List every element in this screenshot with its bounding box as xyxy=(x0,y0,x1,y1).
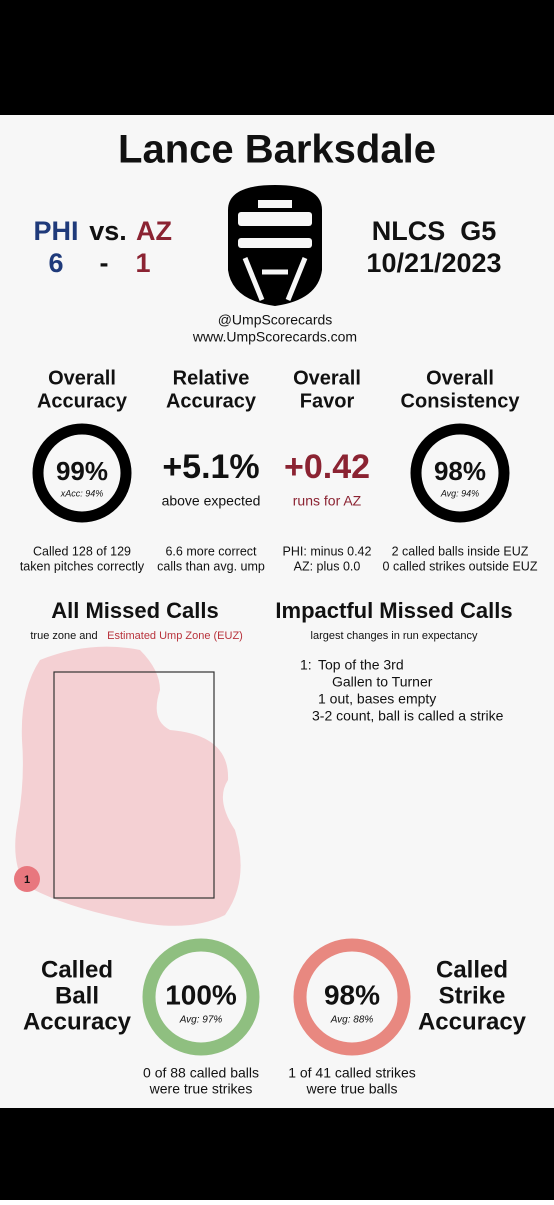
metric-note: Called 128 of 129 xyxy=(33,544,131,558)
metric-sub: xAcc: 94% xyxy=(60,488,104,498)
section-sub: true zone and xyxy=(30,630,97,642)
section-title: Impactful Missed Calls xyxy=(275,598,512,623)
metric-title: Overall xyxy=(293,367,361,389)
metric-title: Accuracy xyxy=(37,390,128,412)
home-team: AZ xyxy=(136,216,172,246)
metric-note: 2 called balls inside EUZ xyxy=(392,544,529,558)
metric-title: Consistency xyxy=(401,390,521,412)
metric-sub: Avg: 94% xyxy=(440,488,479,498)
metric-note: PHI: minus 0.42 xyxy=(283,544,372,558)
gauge-ring xyxy=(293,938,411,1056)
item-line: Gallen to Turner xyxy=(332,674,433,690)
accuracy-title: Strike xyxy=(439,982,506,1009)
away-score: 6 xyxy=(48,248,63,278)
metric-sub: above expected xyxy=(162,493,261,509)
accuracy-note: 0 of 88 called balls xyxy=(143,1065,259,1081)
metric-title: Overall xyxy=(48,367,116,389)
mask-icon xyxy=(228,185,322,306)
accuracy-title: Accuracy xyxy=(23,1008,132,1035)
accuracy-note: were true balls xyxy=(305,1081,397,1097)
accuracy-value: 98% xyxy=(324,979,380,1010)
euz-area xyxy=(15,646,241,926)
missed-call-label: 1 xyxy=(24,874,30,886)
item-line: 3-2 count, ball is called a strike xyxy=(312,708,504,724)
home-score: 1 xyxy=(135,248,150,278)
item-line: 1 out, bases empty xyxy=(318,691,436,707)
series: NLCS G5 xyxy=(372,216,497,246)
metric-value: 99% xyxy=(56,456,108,486)
accuracy-title: Ball xyxy=(55,982,99,1009)
metric-note: 6.6 more correct xyxy=(165,544,257,558)
metric-note: AZ: plus 0.0 xyxy=(294,559,361,573)
metric-note: taken pitches correctly xyxy=(20,559,145,573)
item-number: 1: xyxy=(300,657,312,673)
gauge-ring xyxy=(32,423,132,523)
strike-zone xyxy=(53,671,215,899)
metric-sub: runs for AZ xyxy=(293,493,362,509)
accuracy-avg: Avg: 88% xyxy=(330,1015,374,1026)
metric-value: +5.1% xyxy=(162,448,259,486)
vs: vs. xyxy=(89,216,127,246)
accuracy-note: were true strikes xyxy=(149,1081,253,1097)
accuracy-title: Called xyxy=(436,956,508,983)
missed-call xyxy=(14,866,40,892)
metric-value: 98% xyxy=(434,456,486,486)
accuracy-avg: Avg: 97% xyxy=(179,1015,223,1026)
section-title: All Missed Calls xyxy=(51,598,219,623)
website: www.UmpScorecards.com xyxy=(192,329,357,345)
handle: @UmpScorecards xyxy=(218,312,333,328)
accuracy-title: Called xyxy=(41,956,113,983)
section-sub: Estimated Ump Zone (EUZ) xyxy=(107,630,243,642)
gauge-ring xyxy=(410,423,510,523)
title: Lance Barksdale xyxy=(118,128,436,172)
metric-title: Relative xyxy=(173,367,250,389)
gauge-ring xyxy=(142,938,260,1056)
item-line: Top of the 3rd xyxy=(318,657,404,673)
section-sub: largest changes in run expectancy xyxy=(311,630,478,642)
metric-note: calls than avg. ump xyxy=(157,559,265,573)
metric-title: Favor xyxy=(300,390,355,412)
metric-value: +0.42 xyxy=(284,448,370,486)
date: 10/21/2023 xyxy=(366,248,501,278)
metric-note: 0 called strikes outside EUZ xyxy=(383,559,538,573)
accuracy-note: 1 of 41 called strikes xyxy=(288,1065,416,1081)
dash: - xyxy=(100,248,109,278)
accuracy-title: Accuracy xyxy=(418,1008,527,1035)
metric-title: Overall xyxy=(426,367,494,389)
metric-title: Accuracy xyxy=(166,390,257,412)
accuracy-value: 100% xyxy=(165,979,237,1010)
away-team: PHI xyxy=(33,216,78,246)
